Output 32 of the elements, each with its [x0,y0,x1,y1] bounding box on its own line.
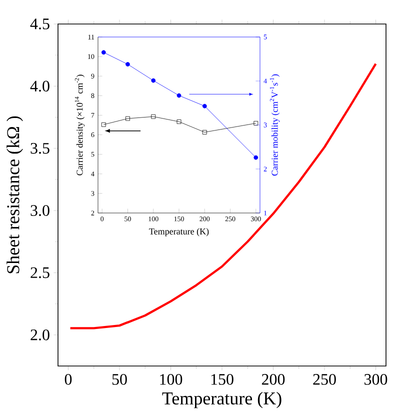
point [254,155,258,160]
x-axis-title: Temperature (K) [162,392,282,408]
y-tick-label: 4.0 [30,80,50,92]
x-axis-title: Temperature (K) [149,228,209,236]
point [151,114,156,119]
y2-axis-title: Carrier mobility (cm$^{2}$V$^{-1}$s$^{-1}$) [270,74,280,176]
y-axis-title: Sheet resistance (kΩ ) [6,116,23,274]
line-series [69,62,377,330]
y-tick-label: 3.0 [30,205,50,216]
x-tick-label: 300 [364,374,388,385]
point [202,130,207,134]
x-tick-label: 50 [112,374,127,385]
point [202,104,207,108]
y-axis-title: Carrier density (×10$^{14}$ cm$^{-2}$) [74,74,85,176]
x-tick-label: 0 [64,374,72,385]
point [151,78,156,83]
point [101,122,106,127]
x-tick-label: 100 [160,374,182,385]
point [176,119,182,124]
y-tick-label: 3.5 [30,142,50,154]
line-series [101,114,258,134]
x-tick-label: 150 [211,374,234,385]
point [101,50,106,55]
y-tick-label: 4.5 [30,18,50,30]
y-tick-label: 2.0 [30,329,50,340]
y-tick-label: 2.5 [30,267,50,278]
point [126,62,130,66]
x-tick-label: 250 [313,374,336,385]
point [126,116,130,121]
point [254,121,258,126]
x-tick-label: 200 [262,374,285,385]
point [176,93,182,98]
